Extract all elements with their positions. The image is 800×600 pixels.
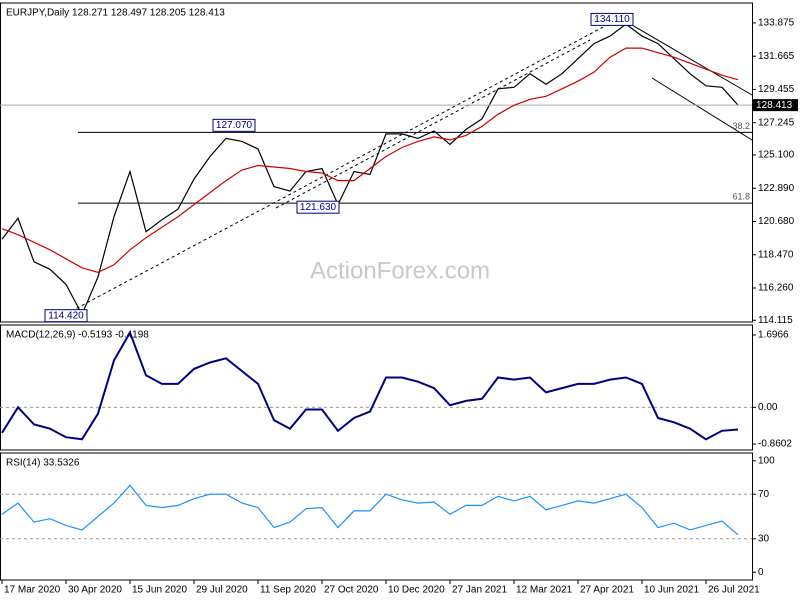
- price-annotation-box: [212, 118, 256, 132]
- price-annotation: 134.110: [594, 14, 630, 25]
- fib-label: 61.8: [732, 192, 750, 202]
- panel-title: MACD(12,26,9) -0.5193 -0.4198: [6, 330, 149, 341]
- x-tick-label: 15 Jun 2020: [132, 585, 187, 596]
- y-tick-label: 125.100: [758, 150, 795, 161]
- x-tick-label: 11 Sep 2020: [260, 585, 316, 596]
- channel-line: [65, 17, 621, 315]
- price-annotation: 114.420: [48, 310, 84, 321]
- panel-title: EURJPY,Daily 128.271 128.497 128.205 128…: [6, 8, 225, 19]
- y-tick-label: 70: [758, 489, 770, 500]
- panel-frame: [0, 452, 753, 581]
- last-price-box: [752, 99, 798, 112]
- y-tick-label: 127.245: [758, 117, 795, 128]
- last-price-label: 128.413: [756, 100, 793, 111]
- y-tick-label: 114.115: [758, 315, 793, 326]
- channel-line: [275, 39, 591, 209]
- y-tick-label: 129.455: [758, 84, 795, 95]
- x-tick-label: 30 Apr 2020: [68, 585, 122, 596]
- price-annotation: 127.070: [216, 120, 253, 131]
- y-tick-label: 0: [758, 567, 764, 578]
- y-tick-label: 131.665: [758, 51, 795, 62]
- price-annotation: 121.630: [300, 202, 337, 213]
- y-tick-label: 120.680: [758, 216, 795, 227]
- x-tick-label: 29 Jul 2020: [196, 585, 248, 596]
- y-tick-label: 30: [758, 533, 770, 544]
- series-line: [1, 484, 739, 536]
- x-tick-label: 12 Mar 2021: [516, 585, 573, 596]
- series-line: [1, 47, 739, 273]
- fib-label: 38.2: [732, 121, 750, 131]
- watermark: ActionForex.com: [310, 257, 490, 284]
- price-annotation-box: [44, 309, 88, 323]
- y-tick-label: 133.875: [758, 18, 795, 29]
- y-tick-label: 116.260: [758, 283, 794, 294]
- y-tick-label: 122.890: [758, 183, 795, 194]
- series-line: [1, 330, 739, 441]
- y-tick-label: 118.470: [758, 249, 794, 260]
- x-tick-label: 17 Mar 2020: [4, 585, 61, 596]
- x-tick-label: 10 Dec 2020: [388, 585, 445, 596]
- panel-frame: [0, 2, 753, 323]
- x-tick-label: 27 Apr 2021: [580, 585, 634, 596]
- x-tick-label: 27 Jan 2021: [452, 585, 507, 596]
- y-tick-label: 0.00: [758, 402, 778, 413]
- y-tick-label: 1.6966: [758, 330, 789, 341]
- x-tick-label: 10 Jun 2021: [644, 585, 699, 596]
- x-tick-label: 27 Oct 2020: [324, 585, 379, 596]
- panel-title: RSI(14) 33.5326: [6, 458, 80, 469]
- y-tick-label: -0.8602: [758, 439, 792, 450]
- channel-line: [651, 77, 753, 141]
- channel-line: [619, 17, 753, 96]
- panel-frame: [0, 324, 753, 451]
- y-tick-label: 100: [758, 455, 775, 466]
- price-annotation-box: [296, 200, 340, 214]
- x-tick-label: 26 Jul 2021: [708, 585, 760, 596]
- price-annotation-box: [590, 12, 634, 26]
- series-line: [1, 23, 739, 316]
